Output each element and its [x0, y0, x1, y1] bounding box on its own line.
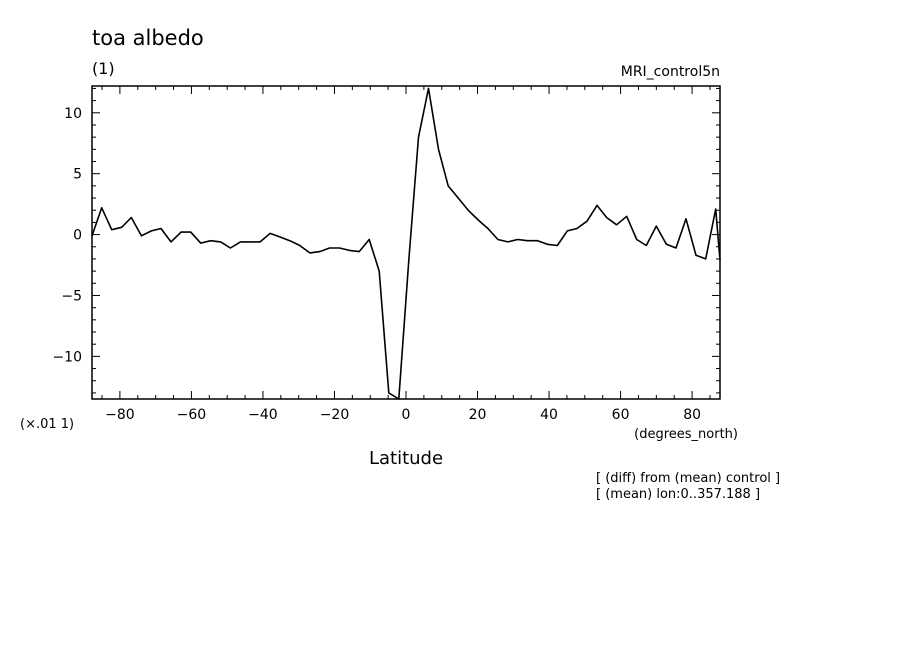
y-tick-labels: 10 5 0 −5 −10: [52, 106, 82, 366]
chart-subtitle: (1): [92, 59, 115, 78]
y-tick-label: −5: [61, 288, 82, 304]
axis-ticks: [92, 86, 720, 399]
x-tick-label: 60: [612, 407, 630, 423]
note-line-1: [ (diff) from (mean) control ]: [596, 471, 780, 486]
x-axis-label: Latitude: [369, 448, 443, 469]
y-tick-label: 10: [64, 106, 82, 122]
x-tick-label: −40: [248, 407, 278, 423]
x-tick-label: 0: [402, 407, 411, 423]
chart-title: toa albedo: [92, 26, 204, 50]
series-line: [91, 87, 721, 400]
note-line-2: [ (mean) lon:0..357.188 ]: [596, 487, 760, 502]
plot-frame: [91, 85, 721, 400]
x-tick-label: 80: [683, 407, 701, 423]
x-tick-label: −80: [105, 407, 135, 423]
x-tick-label: 40: [540, 407, 558, 423]
dataset-label: MRI_control5n: [621, 64, 720, 80]
y-scale-label: (×.01 1): [20, 417, 74, 432]
x-tick-label: −60: [177, 407, 207, 423]
x-tick-label: −20: [320, 407, 350, 423]
x-units-label: (degrees_north): [634, 427, 738, 442]
y-tick-label: −10: [52, 349, 82, 365]
y-tick-label: 5: [73, 167, 82, 183]
y-tick-label: 0: [73, 228, 82, 244]
x-tick-labels: −80 −60 −40 −20 0 20 40 60 80: [105, 407, 701, 423]
x-tick-label: 20: [469, 407, 487, 423]
